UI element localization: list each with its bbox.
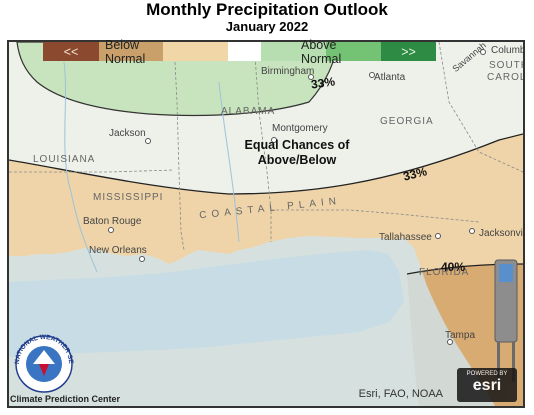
city-jacksonville: Jacksonvill (479, 228, 525, 239)
contour-33-south (9, 133, 523, 195)
esri-brand-text: esri (472, 377, 502, 394)
cpc-label: Climate Prediction Center (10, 394, 121, 404)
city-atlanta: Atlanta (374, 72, 406, 83)
state-south-carolina-2: CAROLI (487, 72, 523, 83)
legend-below-mid: Below Normal (99, 38, 163, 66)
page-title: Monthly Precipitation Outlook (146, 0, 388, 19)
legend-below-dark: << (43, 42, 99, 61)
city-columbia: Columb (491, 45, 525, 56)
city-new-orleans: New Orleans (89, 245, 147, 256)
legend-above-mid (326, 42, 381, 61)
contour-label-40: 40% (441, 260, 466, 274)
map-panel[interactable]: NATIONAL WEATHER SERVICE ALABAMA GEORGIA… (7, 40, 525, 408)
page-subtitle: January 2022 (225, 19, 309, 34)
city-birmingham: Birmingham (261, 66, 315, 77)
map-attribution: Esri, FAO, NOAA (358, 388, 443, 400)
legend: << Below Normal Above Normal >> (43, 38, 436, 66)
legend-below-label: Below Normal (105, 37, 146, 66)
city-jackson: Jackson (109, 128, 146, 139)
state-florida: FLORIDA (419, 267, 470, 278)
equal-chances-line1: Equal Chances of (244, 138, 350, 152)
map-canvas: NATIONAL WEATHER SERVICE (9, 42, 523, 406)
city-tallahassee: Tallahassee (379, 232, 432, 243)
state-south-carolina: SOUTH (489, 60, 525, 71)
esri-powered-text: POWERED BY (466, 371, 508, 377)
state-alabama: ALABAMA (221, 106, 276, 117)
legend-above-dark: >> (381, 42, 436, 61)
state-georgia: GEORGIA (380, 116, 434, 127)
legend-above-arrows: >> (401, 44, 416, 59)
legend-above-light: Above Normal (261, 38, 341, 66)
rain-gauge-icon (494, 259, 518, 382)
city-tampa: Tampa (445, 330, 476, 341)
city-baton-rouge: Baton Rouge (83, 216, 142, 227)
legend-neutral (228, 42, 261, 61)
equal-chances-line2: Above/Below (257, 153, 337, 167)
legend-below-light (163, 42, 228, 61)
legend-below-arrows: << (63, 44, 79, 59)
state-mississippi: MISSISSIPPI (93, 192, 164, 203)
equal-chances-label: Equal Chances of Above/Below (241, 138, 353, 168)
esri-badge[interactable]: POWERED BY esri (457, 368, 517, 402)
city-montgomery: Montgomery (272, 123, 328, 134)
state-louisiana: LOUISIANA (33, 154, 96, 165)
legend-above-label: Above Normal (301, 37, 342, 66)
